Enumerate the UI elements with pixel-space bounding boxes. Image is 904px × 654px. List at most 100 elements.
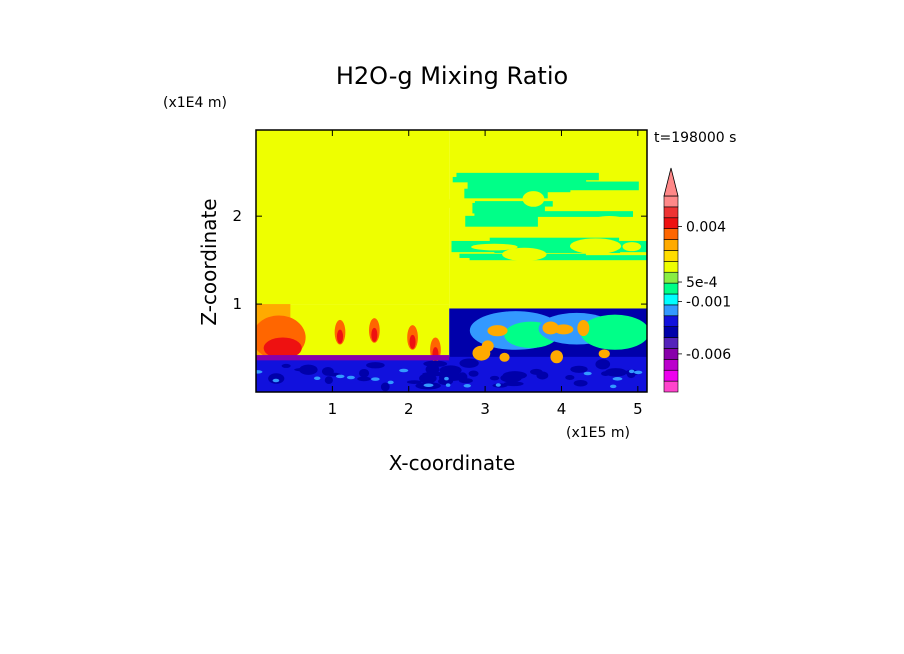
x-axis: 1 2 3 4 5: [328, 130, 643, 418]
deep-blue-streak: [573, 379, 588, 387]
deep-blue-streak: [438, 377, 454, 385]
deep-blue-streak: [489, 375, 500, 381]
light-blue-speck: [313, 376, 321, 380]
warm-core: [409, 334, 416, 349]
yellow-patch: [591, 215, 628, 226]
colorbar-swatch: [663, 315, 679, 327]
light-blue-speck: [495, 383, 501, 387]
yellow-patch: [590, 141, 637, 154]
colorbar-swatch: [663, 326, 679, 338]
colorbar-swatch: [663, 293, 679, 306]
green-band: [465, 215, 538, 227]
deep-blue-streak: [459, 358, 479, 368]
green-band: [474, 211, 634, 217]
x-axis-label: X-coordinate: [389, 451, 516, 475]
deep-blue-streak: [366, 362, 385, 369]
light-blue-speck: [633, 370, 643, 375]
purple-band: [256, 355, 450, 361]
light-blue-speck: [387, 380, 394, 385]
orange-cell: [499, 352, 510, 362]
light-blue-speck: [463, 384, 471, 388]
colorbar-label: 0.004: [686, 219, 726, 235]
y-axis-label: Z-coordinate: [197, 198, 221, 325]
plot-frame: [255, 129, 648, 393]
yellow-patch: [570, 238, 622, 254]
deep-blue-streak: [406, 380, 422, 384]
light-blue-speck: [583, 371, 592, 376]
light-blue-speck: [444, 376, 449, 381]
deep-blue-streak: [500, 373, 522, 383]
chart-title: H2O-g Mixing Ratio: [336, 62, 568, 90]
warm-core: [336, 329, 344, 344]
deep-blue-streak: [458, 378, 473, 384]
deep-blue-streak: [422, 371, 447, 377]
colorbar-swatch: [663, 206, 679, 219]
light-blue-speck: [272, 378, 280, 383]
colorbar-swatch: [663, 369, 679, 382]
y-axis: 12: [232, 207, 647, 313]
green-band: [489, 237, 620, 244]
green-band: [472, 202, 545, 214]
colorbar-swatch: [663, 250, 679, 262]
colorbar-swatch: [663, 348, 679, 360]
deep-blue-streak: [536, 371, 549, 380]
x-tick-label: 4: [557, 400, 567, 418]
light-blue-speck: [445, 383, 451, 387]
deep-blue-streak: [468, 370, 479, 377]
region-upper-left: [256, 130, 450, 305]
colorbar-swatch: [663, 217, 679, 229]
yellow-patch: [502, 247, 547, 261]
colorbar-swatch: [663, 282, 679, 295]
deep-blue-streak: [570, 365, 588, 373]
deep-blue-streak: [604, 368, 627, 377]
x-tick-label: 1: [328, 400, 338, 418]
colorbar-swatch: [663, 380, 679, 393]
orange-cell: [577, 319, 590, 337]
warm-core: [371, 327, 378, 342]
light-blue-speck: [612, 377, 623, 381]
y-scale-label: (x1E4 m): [163, 95, 227, 111]
orange-cell: [553, 324, 574, 335]
light-blue-speck: [609, 384, 617, 389]
deep-blue-streak: [503, 381, 524, 387]
time-label: t=198000 s: [654, 130, 736, 146]
deep-blue-streak: [357, 376, 371, 382]
colorbar-label: 5e-4: [686, 275, 718, 291]
orange-cell: [550, 350, 563, 364]
orange-cell: [487, 325, 508, 337]
deep-blue-streak: [423, 360, 448, 368]
y-tick-label: 2: [232, 207, 242, 225]
yellow-patch: [438, 199, 470, 209]
yellow-patch: [622, 242, 642, 252]
green-band: [494, 247, 621, 253]
light-blue-speck: [423, 383, 434, 387]
colorbar-swatch: [663, 228, 679, 240]
orange-cell: [481, 340, 494, 352]
x-tick-label: 3: [480, 400, 490, 418]
colorbar: -0.006 -0.001 5e-4 0.004: [663, 167, 731, 393]
colorbar-label: -0.001: [686, 295, 731, 311]
deep-blue-streak: [299, 364, 318, 375]
deep-blue-streak: [324, 376, 333, 384]
colorbar-swatch: [663, 239, 679, 251]
green-band: [451, 240, 647, 253]
colorbar-swatch: [663, 337, 679, 349]
deep-blue-streak: [281, 363, 291, 368]
deep-blue-streak: [359, 368, 370, 378]
deep-blue-streak: [380, 382, 390, 392]
colorbar-label: -0.006: [686, 347, 731, 363]
x-scale-label: (x1E5 m): [566, 425, 630, 441]
colorbar-swatch: [663, 271, 679, 284]
colorbar-swatch: [663, 304, 679, 317]
yellow-patch: [471, 243, 518, 251]
yellow-patch: [505, 273, 551, 286]
deep-blue-streak: [565, 374, 575, 380]
red-blob: [263, 337, 302, 359]
deep-blue-streak: [321, 367, 334, 376]
light-blue-speck: [256, 370, 263, 374]
green-band: [456, 172, 599, 181]
colorbar-overflow-arrow: [663, 167, 679, 197]
green-band: [464, 188, 548, 199]
colorbar-swatch: [663, 261, 679, 273]
